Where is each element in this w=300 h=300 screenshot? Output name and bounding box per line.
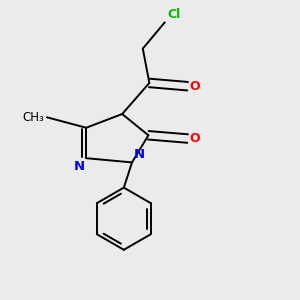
Text: O: O [189, 132, 200, 145]
Text: O: O [189, 80, 200, 93]
Text: CH₃: CH₃ [22, 111, 44, 124]
Text: Cl: Cl [167, 8, 181, 21]
Text: N: N [134, 148, 145, 161]
Text: N: N [74, 160, 85, 173]
